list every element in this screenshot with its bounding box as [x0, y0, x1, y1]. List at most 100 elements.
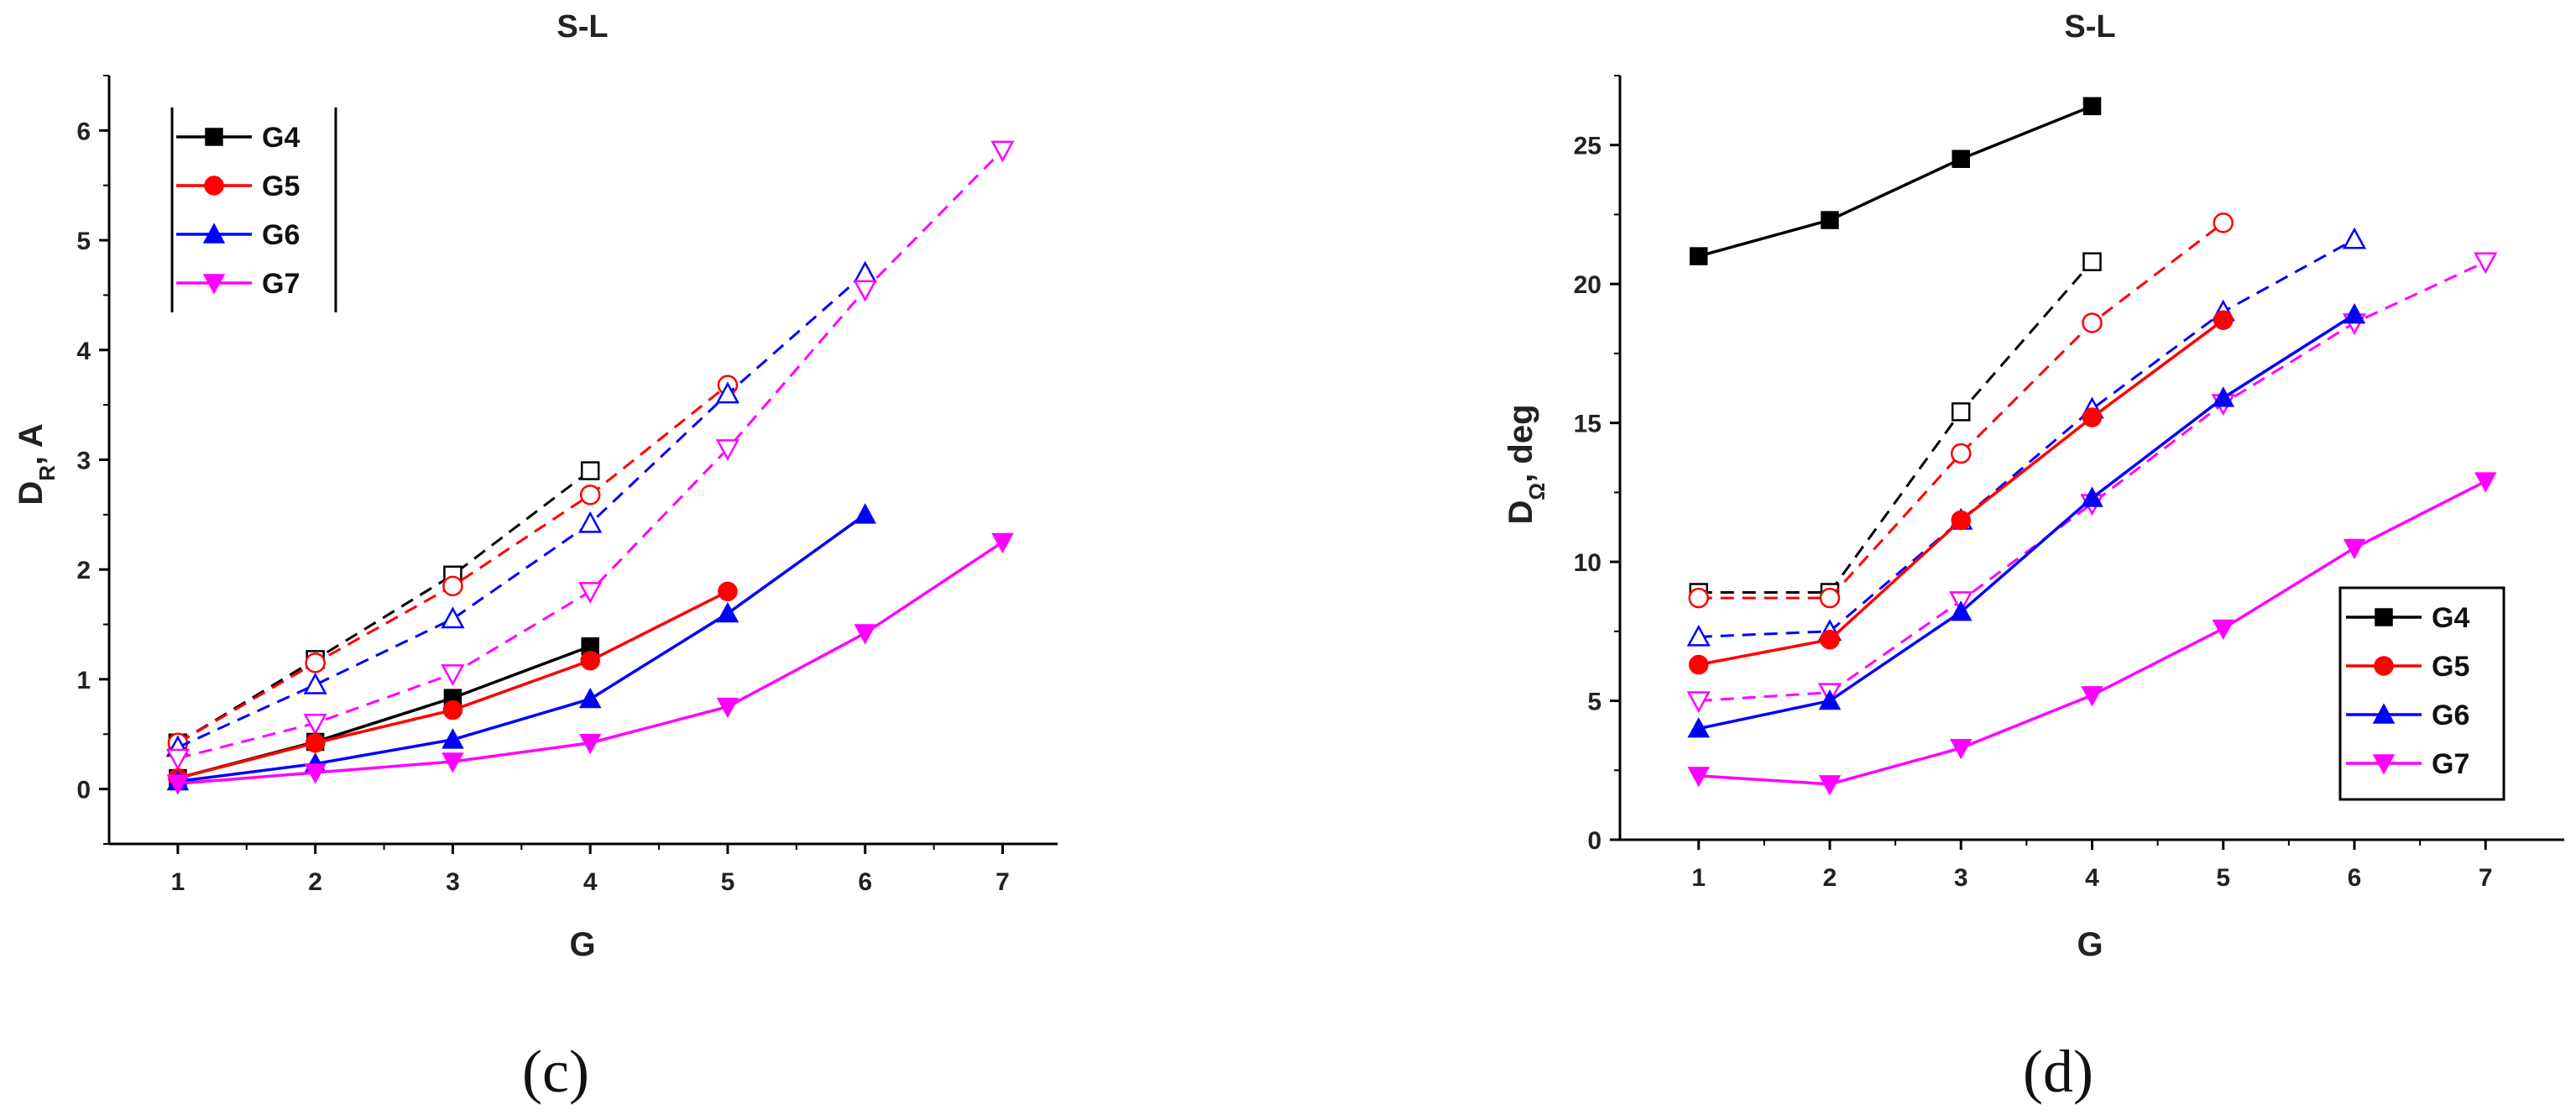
panel-d-y-tick-label: 5	[1587, 689, 1602, 716]
panel-c-data-point	[716, 601, 739, 623]
panel-c-legend-marker	[202, 274, 226, 295]
panel-c-data-point	[305, 732, 326, 753]
panel-c-legend: G4 G5 G6 G7	[170, 107, 337, 312]
panel-c-legend-marker	[205, 128, 223, 146]
panel-d-data-point	[1951, 510, 1971, 531]
panel-d-data-point	[1820, 629, 1840, 650]
panel-d-data-point	[2082, 312, 2103, 333]
panel-c-data-point	[578, 733, 602, 755]
panel-c-data-point	[303, 672, 327, 694]
panel-c-data-point	[442, 752, 464, 773]
panel-d-x-tick-label: 3	[1954, 864, 1968, 892]
panel-d-data-point	[2081, 486, 2103, 507]
panel-c-legend-entry-g4: G4	[176, 122, 300, 154]
panel-c-data-point	[305, 652, 326, 673]
panel-d-data-point	[2082, 252, 2102, 271]
panel-c-data-point	[303, 713, 327, 736]
panel-d-title: S-L	[2064, 9, 2115, 45]
panel-c-legend-label: G4	[262, 122, 300, 154]
panel-d-data-point	[2082, 407, 2103, 427]
panel-c-title: S-L	[556, 9, 608, 45]
panel-d-series-g6	[1687, 303, 2366, 738]
panel-c-series-g6-open	[165, 260, 877, 757]
panel-c-series-g5	[168, 581, 738, 789]
panel-d-data-point	[1687, 717, 1711, 738]
panel-d-data-point	[1818, 689, 1842, 710]
panel-c-x-tick-label: 3	[446, 868, 460, 896]
panel-c-x-tick-label: 5	[721, 868, 735, 896]
panel-d-label: (d)	[2023, 1038, 2093, 1105]
panel-d-data-point	[1952, 149, 1970, 169]
panel-c-legend-marker	[202, 223, 226, 244]
panel-d-data-point	[1686, 624, 1711, 647]
panel-d-data-point	[2213, 310, 2234, 330]
panel-d: S-L G DΩ, deg 1 2 3 4 5 6 7 0 5 10 15 20 25 G4 G5 G6 G7…	[1502, 9, 2564, 1105]
panel-c-legend-entry-g6: G6	[176, 219, 300, 251]
panel-d-data-point	[2213, 212, 2234, 233]
panel-c-axes: 1 2 3 4 5 6 7 0 1 2 3 4 5 6	[76, 75, 1058, 896]
panel-d-legend-entry-g6: G6	[2346, 699, 2469, 731]
panel-c-x-tick-label: 7	[995, 868, 1010, 896]
panel-c-data-point	[166, 774, 190, 795]
panel-d-data-point	[1687, 767, 1711, 788]
panel-d-data-point	[1690, 247, 1708, 265]
panel-c-y-tick-label: 6	[76, 118, 91, 145]
panel-c-data-point	[853, 260, 877, 283]
panel-d-legend-marker	[2375, 608, 2393, 626]
panel-d-data-point	[1951, 443, 1972, 464]
panel-d-y-label-tail: , deg	[1502, 404, 1539, 482]
panel-c-legend-label: G5	[262, 170, 300, 202]
panel-d-data-point	[1819, 587, 1841, 609]
panel-d-data-point	[1949, 739, 1972, 760]
panel-c-x-tick-label: 2	[308, 868, 322, 896]
panel-d-y-tick-label: 20	[1574, 271, 1602, 299]
panel-d-legend-entry-g7: G7	[2346, 748, 2469, 780]
panel-c-series-g7-open	[165, 140, 1015, 771]
panel-c-data-point	[441, 606, 465, 629]
panel-c-y-tick-label: 1	[76, 667, 91, 694]
panel-c-x-tick-label: 4	[583, 868, 598, 896]
panel-d-series-line	[1698, 260, 2093, 594]
panel-d-data-point	[1818, 775, 1842, 796]
panel-c-y-tick-label: 0	[76, 777, 91, 804]
panel-c-series-line	[177, 469, 592, 745]
panel-c-y-tick-label: 3	[76, 448, 91, 475]
panel-d-y-tick-label: 15	[1574, 411, 1602, 438]
panel-d-y-label-main: D	[1502, 500, 1539, 525]
panel-d-data-point	[1821, 211, 1839, 229]
panel-c-data-point	[991, 532, 1014, 554]
panel-d-data-point	[2212, 386, 2235, 407]
panel-d-x-tick-label: 2	[1823, 864, 1837, 892]
panel-d-series-g5-open	[1688, 212, 2234, 609]
panel-c-data-point	[854, 624, 876, 645]
panel-d-legend-marker	[2372, 703, 2396, 724]
panel-d-series-g7	[1687, 472, 2497, 796]
panel-c-data-point	[715, 381, 740, 404]
panel-c-y-tick-label: 5	[76, 228, 91, 255]
panel-d-data-point	[1689, 654, 1709, 675]
panel-d-legend: G4 G5 G6 G7	[2338, 586, 2505, 801]
panel-d-data-point	[2474, 252, 2498, 275]
panel-c-data-point	[579, 485, 601, 506]
panel-d-data-point	[2081, 686, 2103, 707]
panel-d-y-tick-label: 25	[1574, 133, 1602, 160]
panel-d-legend-marker	[2374, 656, 2394, 676]
panel-c-legend-entry-g5: G5	[176, 170, 300, 202]
panel-c-data-point	[442, 699, 463, 720]
panel-d-data-point	[1688, 587, 1709, 609]
panel-c-data-point	[578, 687, 602, 709]
panel-c-series-g4-open	[168, 461, 600, 752]
panel-d-x-tick-label: 4	[2085, 864, 2099, 892]
panel-c-data-point	[718, 581, 738, 602]
panel-d-x-axis-label: G	[2077, 926, 2103, 963]
panel-d-plot-area	[1686, 97, 2498, 796]
panel-d-y-tick-label: 0	[1587, 827, 1602, 855]
panel-d-data-point	[2212, 619, 2235, 641]
panel-c-data-point	[442, 728, 464, 749]
panel-c-data-point	[578, 582, 603, 604]
panel-c-data-point	[304, 763, 327, 784]
panel-c-data-point	[853, 280, 877, 302]
panel-d-series-g6-open	[1686, 227, 2367, 647]
panel-c-series-line	[177, 513, 866, 783]
panel-d-legend-label: G6	[2432, 699, 2469, 731]
